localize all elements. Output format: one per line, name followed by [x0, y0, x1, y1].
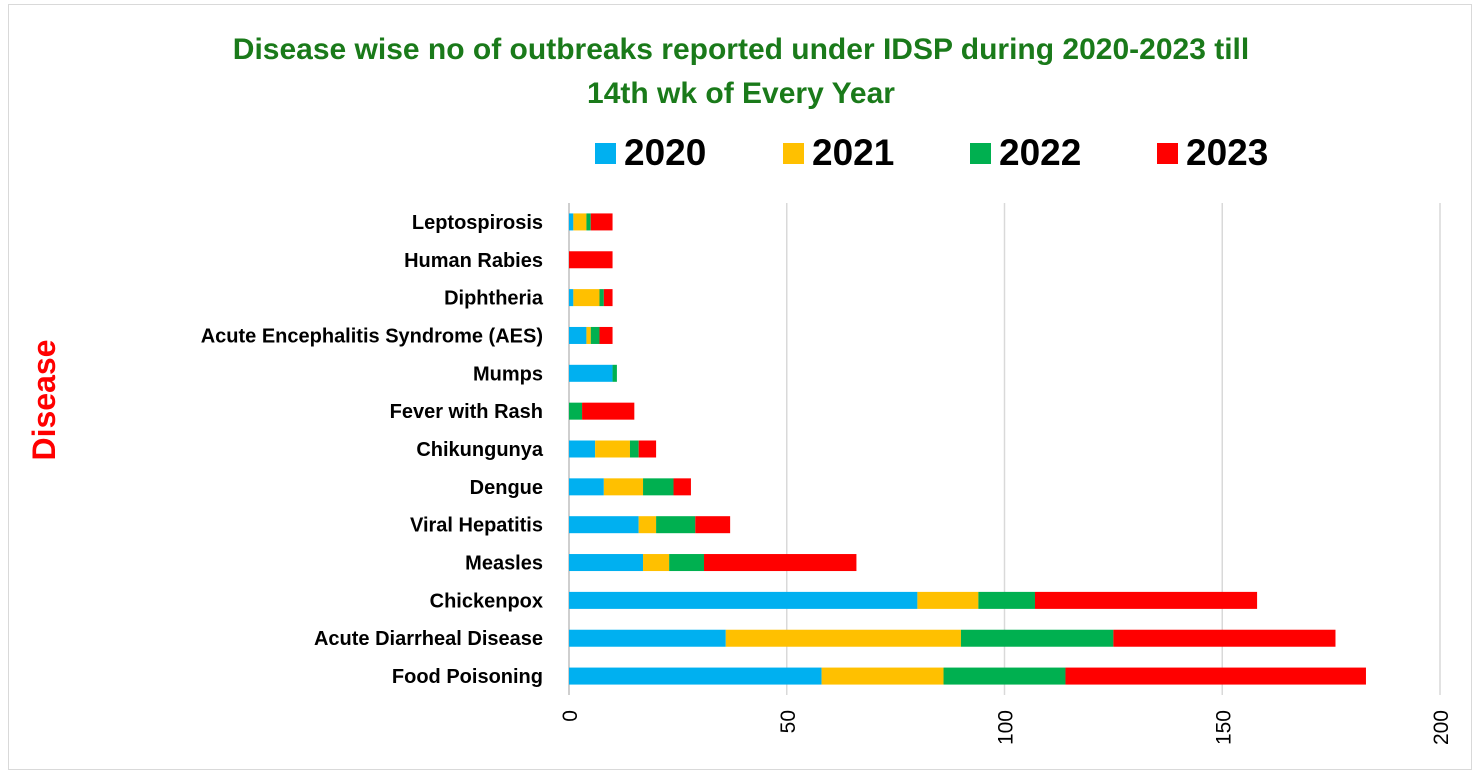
bar-2022-9 — [590, 326, 600, 344]
bar-2021-3 — [643, 554, 670, 572]
category-labels: Food Poisoning Acute Diarrheal Disease Chi… — [201, 212, 544, 688]
category-label-2: Chickenpox — [430, 590, 543, 612]
bar-2023-0 — [1065, 667, 1366, 685]
bar-2020-4 — [569, 516, 639, 534]
bar-2023-6 — [638, 440, 657, 458]
bar-2020-2 — [569, 591, 918, 609]
category-label-7: Fever with Rash — [390, 401, 543, 423]
bar-2020-0 — [569, 667, 822, 685]
bar-2023-7 — [582, 402, 635, 420]
bar-2020-1 — [569, 629, 726, 647]
bar-2022-10 — [599, 289, 604, 307]
bar-2021-12 — [573, 213, 587, 231]
legend-item-2023: 2023 — [1157, 131, 1268, 175]
bar-2020-9 — [569, 326, 587, 344]
legend-swatch-2020 — [595, 142, 616, 164]
category-label-3: Measles — [465, 553, 543, 575]
bar-2021-4 — [638, 516, 657, 534]
bar-2020-3 — [569, 554, 644, 572]
bar-2021-5 — [603, 478, 644, 496]
category-label-0: Food Poisoning — [392, 666, 543, 688]
bar-2022-6 — [629, 440, 639, 458]
bar-2023-3 — [704, 554, 857, 572]
category-label-5: Dengue — [470, 477, 543, 499]
bar-2022-7 — [569, 402, 583, 420]
bar-2021-1 — [725, 629, 961, 647]
chart-title: Disease wise no of outbreaks reported un… — [0, 28, 1482, 116]
bar-2022-3 — [669, 554, 705, 572]
gridlines — [568, 203, 1441, 695]
category-label-11: Human Rabies — [404, 250, 543, 272]
x-tick-label-50: 50 — [777, 710, 800, 733]
bar-2022-5 — [643, 478, 674, 496]
chart-title-line-2: 14th wk of Every Year — [587, 77, 895, 110]
bar-2022-2 — [978, 591, 1035, 609]
legend-swatch-2023 — [1157, 142, 1178, 164]
bar-2023-10 — [603, 289, 613, 307]
category-label-6: Chikungunya — [416, 439, 544, 461]
bar-2021-9 — [586, 326, 591, 344]
bar-2023-9 — [599, 326, 613, 344]
bar-2020-5 — [569, 478, 604, 496]
bar-2023-4 — [695, 516, 731, 534]
bar-2022-8 — [612, 364, 617, 382]
bar-2023-5 — [673, 478, 691, 496]
bar-2021-10 — [573, 289, 600, 307]
x-tick-label-0: 0 — [559, 710, 582, 722]
legend-label-2020: 2020 — [624, 132, 707, 173]
legend-item-2021: 2021 — [783, 131, 894, 175]
bar-2022-1 — [960, 629, 1114, 647]
legend-swatch-2022 — [970, 142, 991, 164]
category-label-8: Mumps — [473, 363, 543, 385]
bar-2021-6 — [595, 440, 630, 458]
legend-swatch-2021 — [783, 142, 804, 164]
legend: 2020 2021 2022 2023 — [0, 131, 1482, 175]
chart-title-line-1: Disease wise no of outbreaks reported un… — [232, 33, 1250, 66]
category-label-1: Acute Diarrheal Disease — [314, 628, 543, 650]
x-tick-label-150: 150 — [1212, 710, 1235, 745]
category-label-12: Leptospirosis — [412, 212, 543, 234]
x-tick-labels: 0 50 100 150 200 — [559, 710, 1453, 745]
bar-2020-8 — [569, 364, 613, 382]
bars — [569, 213, 1366, 685]
category-label-9: Acute Encephalitis Syndrome (AES) — [201, 325, 543, 347]
bar-2022-4 — [656, 516, 696, 534]
bar-2021-2 — [917, 591, 979, 609]
category-label-10: Diphtheria — [444, 288, 544, 310]
bar-2020-10 — [569, 289, 574, 307]
bar-2023-11 — [569, 251, 613, 269]
legend-label-2022: 2022 — [999, 132, 1082, 173]
bar-2022-0 — [943, 667, 1066, 685]
bar-2020-6 — [569, 440, 596, 458]
legend-label-2023: 2023 — [1186, 132, 1269, 173]
bar-2022-12 — [586, 213, 591, 231]
bar-2023-2 — [1034, 591, 1258, 609]
bar-2023-1 — [1113, 629, 1336, 647]
bar-2021-0 — [821, 667, 944, 685]
x-tick-label-100: 100 — [995, 710, 1018, 745]
legend-label-2021: 2021 — [812, 132, 895, 173]
x-tick-label-200: 200 — [1430, 710, 1453, 745]
bar-2023-12 — [590, 213, 613, 231]
bar-2020-12 — [569, 213, 574, 231]
legend-item-2020: 2020 — [595, 131, 706, 175]
category-label-4: Viral Hepatitis — [410, 515, 543, 537]
legend-item-2022: 2022 — [970, 131, 1081, 175]
